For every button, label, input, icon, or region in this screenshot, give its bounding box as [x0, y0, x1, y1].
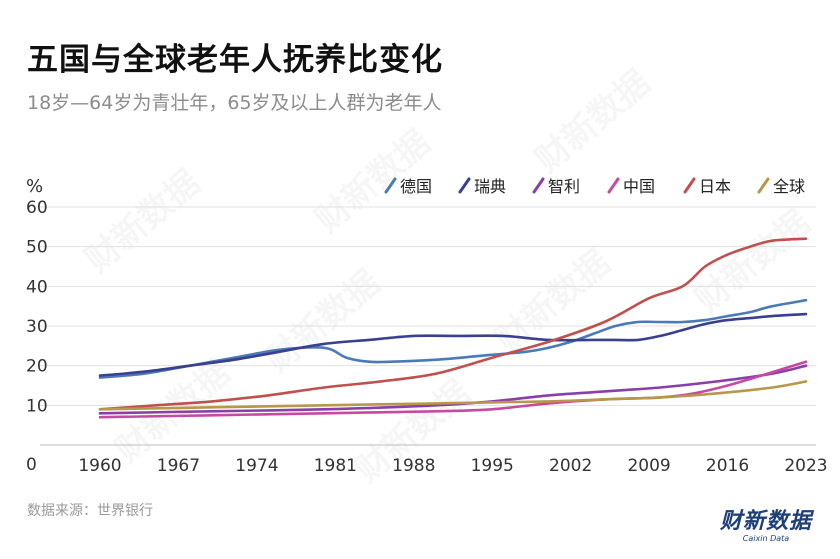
- series-line-5: [98, 380, 808, 411]
- series-line-4: [98, 237, 808, 411]
- legend-label-1: 瑞典: [474, 177, 506, 196]
- x-tick-1995: 1995: [471, 456, 514, 476]
- x-tick-1960: 1960: [78, 456, 121, 476]
- data-source: 数据来源：世界银行: [27, 503, 153, 519]
- legend-label-2: 智利: [548, 177, 580, 196]
- y-axis-ticks: 0 10 20 30 40 50 60: [26, 198, 48, 475]
- x-tick-2016: 2016: [706, 456, 749, 476]
- series-lines: [98, 237, 808, 419]
- chart-title: 五国与全球老年人抚养比变化: [27, 42, 443, 78]
- x-tick-1967: 1967: [157, 456, 200, 476]
- legend-swatch-1: [458, 177, 471, 194]
- series-line-0: [98, 298, 808, 379]
- x-tick-1981: 1981: [314, 456, 357, 476]
- watermark-0: 财新数据: [78, 163, 208, 281]
- series-line-2: [98, 364, 808, 415]
- y-tick-40: 40: [26, 277, 48, 297]
- logo-en: Caixin Data: [742, 534, 790, 543]
- legend-swatch-4: [683, 177, 696, 194]
- series-line-1: [98, 312, 808, 377]
- x-tick-2009: 2009: [627, 456, 670, 476]
- legend-swatch-0: [384, 177, 397, 194]
- y-tick-60: 60: [26, 198, 48, 218]
- legend-swatch-3: [607, 177, 620, 194]
- x-tick-1988: 1988: [392, 456, 435, 476]
- y-axis-unit: %: [26, 176, 43, 197]
- y-tick-0: 0: [26, 455, 37, 475]
- y-tick-50: 50: [26, 238, 48, 258]
- y-tick-30: 30: [26, 317, 48, 337]
- legend: 德国 瑞典 智利 中国 日本 全球: [384, 177, 805, 196]
- watermark-2: 财新数据: [528, 63, 658, 181]
- legend-label-4: 日本: [699, 177, 731, 196]
- x-tick-2002: 2002: [549, 456, 592, 476]
- logo-cn: 财新数据: [719, 509, 812, 534]
- x-tick-2023: 2023: [784, 456, 827, 476]
- watermark-5: 财新数据: [688, 203, 818, 321]
- y-tick-20: 20: [26, 357, 48, 377]
- legend-label-5: 全球: [773, 177, 805, 196]
- legend-swatch-5: [757, 177, 770, 194]
- legend-label-3: 中国: [623, 177, 655, 196]
- chart-subtitle: 18岁—64岁为青壮年，65岁及以上人群为老年人: [27, 92, 442, 114]
- y-tick-10: 10: [26, 396, 48, 416]
- caixin-data-logo: 财新数据 Caixin Data: [720, 510, 812, 544]
- legend-label-0: 德国: [400, 177, 432, 196]
- series-line-3: [98, 360, 808, 419]
- watermark-4: 财新数据: [488, 243, 618, 361]
- x-tick-1974: 1974: [235, 456, 278, 476]
- legend-swatch-2: [532, 177, 545, 194]
- x-axis-ticks: 1960 1967 1974 1981 1988 1995 2002 2009 2016 2023: [78, 456, 827, 476]
